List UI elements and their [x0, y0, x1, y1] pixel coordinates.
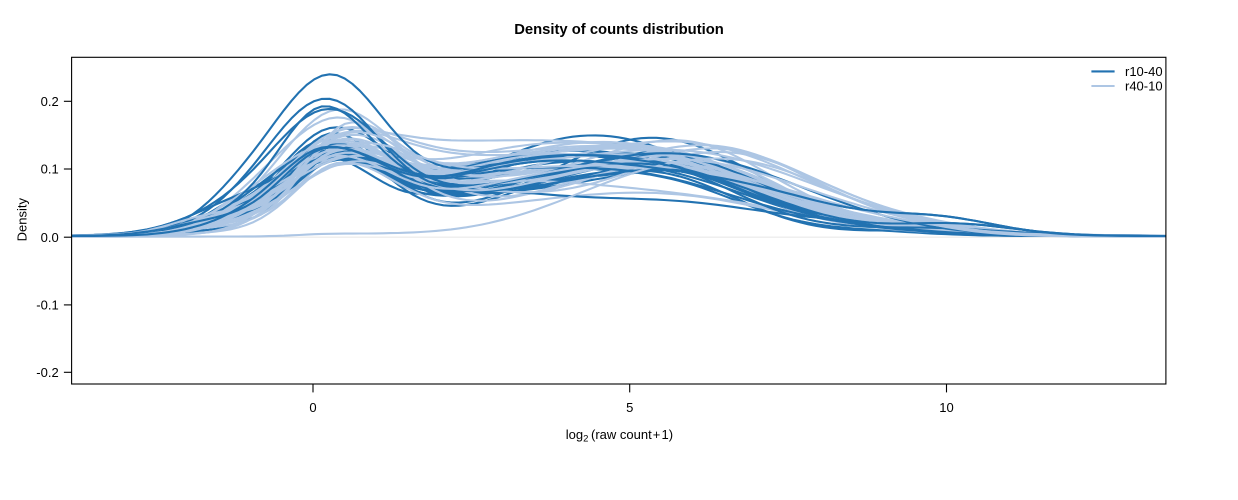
- svg-text:0.2: 0.2: [41, 94, 59, 109]
- svg-text:-0.2: -0.2: [36, 365, 58, 380]
- svg-text:0.1: 0.1: [41, 162, 59, 177]
- svg-text:10: 10: [939, 400, 953, 415]
- svg-text:5: 5: [626, 400, 633, 415]
- svg-text:r40-10: r40-10: [1125, 79, 1163, 94]
- svg-text:r10-40: r10-40: [1125, 64, 1163, 79]
- svg-text:-0.1: -0.1: [36, 298, 58, 313]
- svg-text:0.0: 0.0: [41, 230, 59, 245]
- svg-text:0: 0: [309, 400, 316, 415]
- svg-text:log2 (raw count + 1): log2 (raw count + 1): [566, 427, 673, 445]
- svg-text:Density: Density: [15, 198, 30, 242]
- svg-text:Density of counts distribution: Density of counts distribution: [514, 22, 724, 38]
